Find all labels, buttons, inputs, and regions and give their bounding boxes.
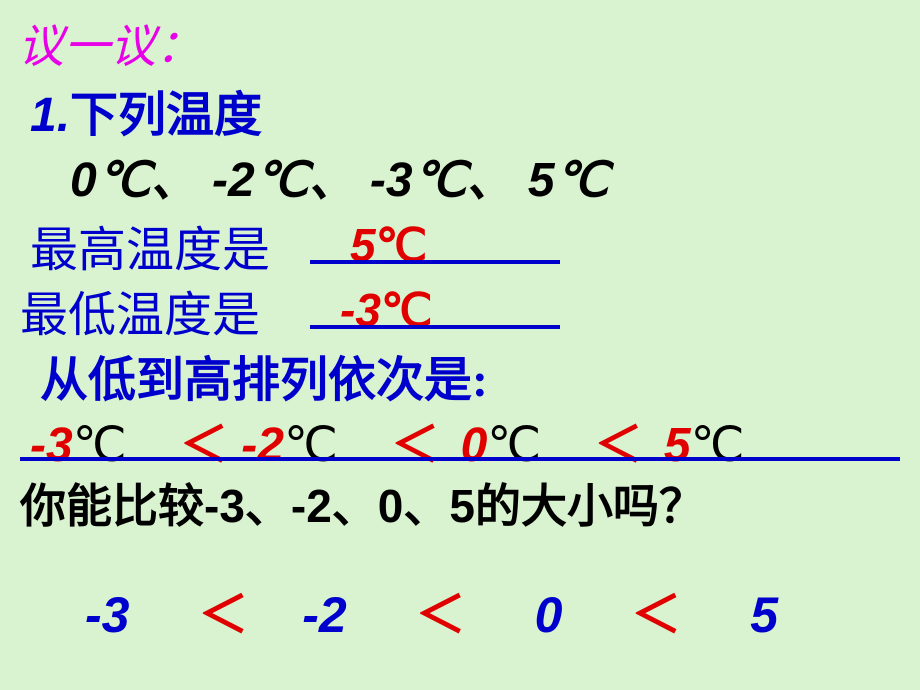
slide: 议一议： 1.下列温度 0℃、 -2℃、 -3℃、 5℃ 最高温度是 5℃ 最低… (0, 0, 920, 690)
q2-nums: -3、-2、0、5 (204, 480, 475, 532)
unit: ℃ (73, 419, 127, 472)
lt-icon: ＜ (595, 419, 643, 472)
lt-icon: ＜ (391, 419, 439, 472)
q2-b: 的大小吗？ (475, 481, 705, 532)
discuss-heading: 议一议： (18, 10, 202, 76)
fin-3: 0 (535, 587, 563, 643)
lt-icon: ＜ (180, 419, 228, 472)
ordering-underline (20, 457, 900, 461)
sep: 、 (467, 154, 515, 207)
unit: ℃ (284, 419, 338, 472)
lowest-underline (310, 325, 560, 329)
highest-underline (310, 260, 560, 264)
order-label: 从低到高排列依次是: (40, 340, 488, 410)
lt-icon: ＜ (416, 587, 466, 643)
ord-2: -2 (241, 419, 284, 472)
lt-icon: ＜ (631, 587, 681, 643)
temp-0: 0 (70, 154, 97, 207)
temp-neg3: -3 (370, 154, 413, 207)
fin-2: -2 (302, 587, 346, 643)
question-2: 你能比较-3、-2、0、5的大小吗？ (20, 470, 705, 536)
ordering-row: -3℃ ＜ -2℃ ＜ 0℃ ＜ 5℃ (30, 405, 745, 475)
sep: 、 (151, 154, 199, 207)
temp-5: 5 (528, 154, 555, 207)
highest-label: 最高温度是 (30, 210, 270, 280)
temperature-list: 0℃、 -2℃、 -3℃、 5℃ (70, 140, 608, 210)
unit: ℃ (691, 419, 745, 472)
unit: ℃ (487, 419, 541, 472)
unit: ℃ (255, 154, 309, 207)
unit: ℃ (555, 154, 609, 207)
temp-neg2: -2 (212, 154, 255, 207)
fin-1: -3 (85, 587, 129, 643)
lowest-label: 最低温度是 (20, 275, 260, 345)
final-ordering: -3 ＜ -2 ＜ 0 ＜ 5 (85, 575, 778, 647)
unit: ℃ (413, 154, 467, 207)
ord-1: -3 (30, 419, 73, 472)
ord-3: 0 (461, 419, 488, 472)
question-1: 1.下列温度 (30, 75, 262, 145)
q-number: 1. (30, 89, 70, 142)
lt-icon: ＜ (198, 587, 248, 643)
unit: ℃ (97, 154, 151, 207)
fin-4: 5 (750, 587, 778, 643)
q-text: 下列温度 (70, 89, 262, 142)
q2-a: 你能比较 (20, 481, 204, 532)
sep: 、 (309, 154, 357, 207)
ord-4: 5 (664, 419, 691, 472)
